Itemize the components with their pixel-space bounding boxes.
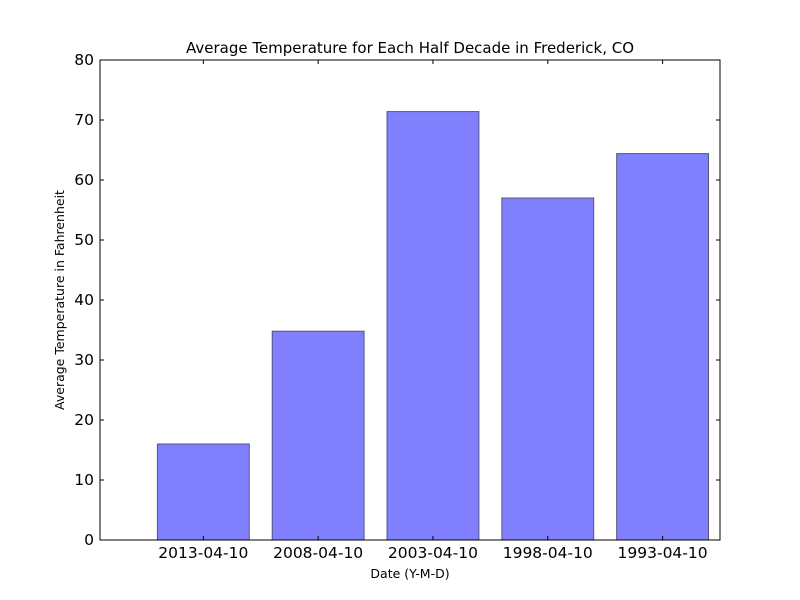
y-tick-label: 80 <box>74 51 94 69</box>
y-tick-label: 30 <box>74 351 94 369</box>
y-tick-label: 50 <box>74 231 94 249</box>
y-axis-ticks: 0 10 20 30 40 50 60 70 80 <box>74 51 720 549</box>
x-tick-label: 1998-04-10 <box>503 544 593 562</box>
x-axis-label: Date (Y-M-D) <box>370 566 449 581</box>
y-tick-label: 70 <box>74 111 94 129</box>
y-tick-label: 40 <box>74 291 94 309</box>
x-tick-label: 1993-04-10 <box>618 544 708 562</box>
y-tick-label: 20 <box>74 411 94 429</box>
bar-2003-04-10 <box>386 111 480 541</box>
bar-1993-04-10 <box>616 153 710 541</box>
y-axis-label: Average Temperature in Fahrenheit <box>52 190 67 410</box>
y-tick-label: 0 <box>84 531 94 549</box>
bars-group <box>156 111 710 541</box>
y-tick-label: 60 <box>74 171 94 189</box>
x-tick-label: 2013-04-10 <box>158 544 248 562</box>
bar-1998-04-10 <box>501 197 595 541</box>
x-axis-ticks: 2013-04-10 2008-04-10 2003-04-10 1998-04-10… <box>158 60 708 562</box>
bar-2013-04-10 <box>156 443 250 541</box>
chart-title: Average Temperature for Each Half Decade… <box>186 39 634 57</box>
y-tick-label: 10 <box>74 471 94 489</box>
bar-2008-04-10 <box>271 330 365 541</box>
x-tick-label: 2008-04-10 <box>273 544 363 562</box>
x-tick-label: 2003-04-10 <box>388 544 478 562</box>
